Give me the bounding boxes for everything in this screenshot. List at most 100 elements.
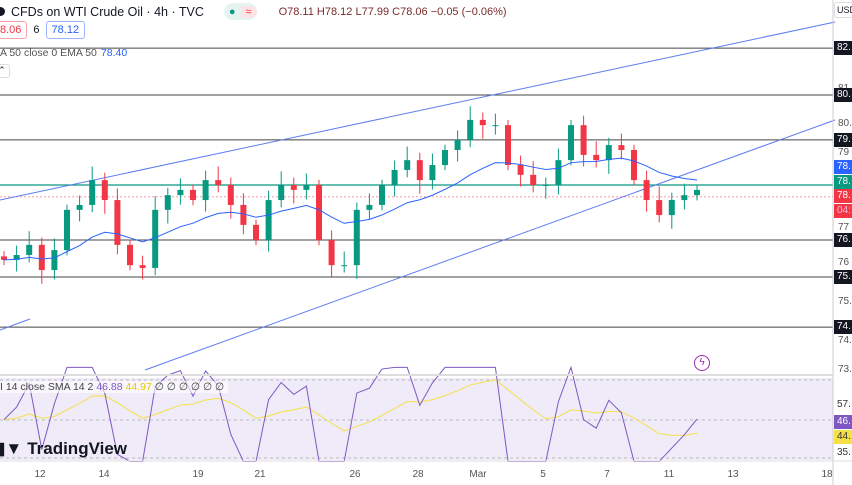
level-price-tag: 74. [834,320,852,335]
price-tick-label: 77 [838,222,850,233]
candle[interactable] [227,185,234,205]
ema-legend[interactable]: A 50 close 0 EMA 50 78.40 [0,47,128,59]
candle[interactable] [64,209,70,251]
symbol-title[interactable]: CFDs on WTI Crude Oil · 4h · TVC [11,4,204,19]
candle[interactable] [366,204,373,210]
candle[interactable] [26,244,33,255]
price-tick-label: 76 [838,257,850,268]
candle[interactable] [303,185,310,190]
time-tick-label: 12 [34,469,46,480]
time-tick-label: 26 [349,469,361,480]
candle[interactable] [202,180,209,201]
price-tick-label: 80. [838,118,852,129]
ema-50-line [3,157,698,261]
candle[interactable] [580,125,587,155]
candle[interactable] [278,185,285,201]
time-tick-label: 18 [821,469,833,480]
candle[interactable] [429,165,436,181]
candle[interactable] [177,189,184,196]
candle[interactable] [542,185,549,186]
time-tick-label: 14 [98,469,110,480]
candle[interactable] [290,185,297,190]
candle[interactable] [404,160,411,170]
time-tick-label: 19 [192,469,204,480]
ohlc-values: O78.11 H78.12 L77.99 C78.06 −0.05 (−0.06… [278,5,507,18]
trade-buttons: 8.06 6 78.12 [0,21,86,39]
candle[interactable] [240,204,247,225]
sell-button[interactable]: 8.06 [0,21,28,39]
candle[interactable] [454,139,461,150]
candle[interactable] [492,125,499,127]
trend-line-lower[interactable] [144,119,836,371]
candle[interactable] [605,145,612,161]
candle[interactable] [442,150,448,166]
tradingview-logo[interactable]: ▮▼ TradingView [0,439,127,459]
candle[interactable] [253,224,259,240]
candle[interactable] [13,255,20,260]
lightning-icon[interactable]: ϟ [694,355,710,371]
candle[interactable] [114,200,121,245]
candle[interactable] [51,250,58,271]
candle[interactable] [643,180,650,201]
collapse-legend-icon[interactable]: ⌃ [0,64,10,78]
candle[interactable] [89,180,96,205]
candle[interactable] [631,150,637,181]
time-tick-label: 11 [663,469,675,480]
candle[interactable] [694,189,700,196]
trend-line-left[interactable] [0,318,31,331]
candle[interactable] [76,204,83,210]
candle[interactable] [416,160,423,181]
ema-price-tag: 78. [834,160,852,174]
buy-button[interactable]: 78.12 [45,21,86,39]
candle[interactable] [668,200,675,216]
candle[interactable] [1,256,7,260]
candle[interactable] [164,195,171,210]
candle[interactable] [593,154,600,161]
candle[interactable] [190,189,196,201]
countdown-tag: 04: [834,204,852,218]
candle[interactable] [38,244,45,271]
candle[interactable] [316,185,322,240]
currency-label[interactable]: USD [834,2,852,18]
level-price-tag: 79. [834,132,852,147]
candle[interactable] [215,180,222,185]
candle[interactable] [328,239,335,266]
level-price-tag: 80. [834,88,852,103]
candle[interactable] [505,125,511,166]
symbol-logo-icon [0,7,5,16]
candle[interactable] [127,244,133,266]
candle[interactable] [517,165,524,175]
rsi-tick-label: 57. [837,399,851,410]
time-tick-label: 13 [727,469,739,480]
candle[interactable] [656,200,663,216]
price-tick-label: 75. [838,296,852,307]
current-price-tag: 78. [834,175,852,189]
time-tick-label: Mar [469,469,487,480]
candle[interactable] [618,145,625,150]
level-price-tag: 82. [834,41,852,56]
candle[interactable] [391,169,398,185]
candle[interactable] [568,125,574,161]
delayed-data-icon: ≈ [240,5,257,18]
rsi-legend[interactable]: I 14 close SMA 14 2 46.88 44.97 ∅ ∅ ∅ ∅ … [0,381,229,393]
candle[interactable] [265,200,272,240]
candle[interactable] [479,119,486,126]
candle[interactable] [379,185,385,205]
market-status[interactable]: ● ≈ [223,3,257,20]
candle[interactable] [341,265,348,267]
candle[interactable] [555,160,562,185]
rsi-sma-tag: 44. [834,430,852,444]
time-tick-label: 21 [254,469,266,480]
candle[interactable] [353,209,360,266]
candle[interactable] [467,119,474,140]
candle[interactable] [101,180,108,201]
level-price-tag: 75. [834,270,852,285]
candle[interactable] [530,174,537,185]
candle[interactable] [139,265,146,268]
price-tick-label: 73. [838,364,852,375]
candle[interactable] [152,209,159,268]
rsi-value-tag: 46. [834,415,852,429]
candle[interactable] [681,195,688,201]
trend-line-upper[interactable] [0,21,836,201]
